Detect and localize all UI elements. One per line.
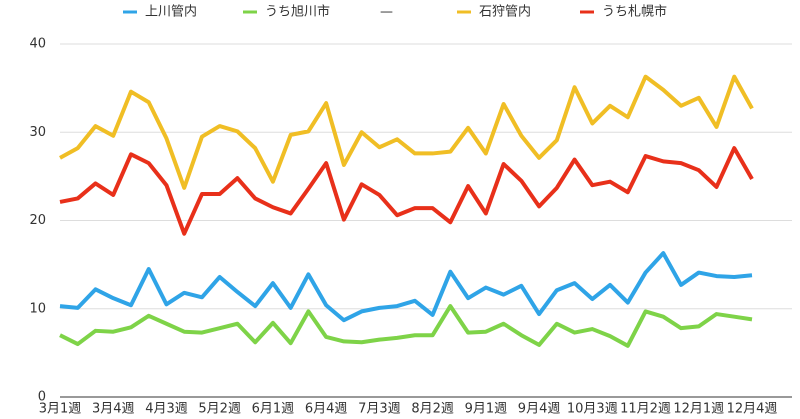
- x-tick-label: 5月2週: [198, 402, 241, 417]
- y-tick-label: 20: [29, 213, 46, 228]
- legend-label: うち札幌市: [602, 4, 667, 20]
- x-tick-label: 11月2週: [620, 402, 671, 417]
- legend-label: 上川管内: [145, 4, 197, 20]
- series-line: [59, 74, 754, 190]
- legend-label: 石狩管内: [479, 4, 531, 20]
- x-tick-label: 6月1週: [252, 402, 295, 417]
- legend-label: うち旭川市: [265, 4, 330, 20]
- legend-label: —: [380, 5, 393, 20]
- y-tick-label: 30: [29, 125, 46, 140]
- x-tick-label: 7月3週: [358, 402, 401, 417]
- x-tick-label: 4月3週: [145, 402, 188, 417]
- x-tick-label: 10月3週: [567, 402, 618, 417]
- x-tick-label: 6月4週: [305, 402, 348, 417]
- y-tick-label: 40: [29, 37, 46, 52]
- x-tick-label: 9月1週: [465, 402, 508, 417]
- x-tick-label: 3月1週: [39, 402, 82, 417]
- series-line: [59, 146, 754, 236]
- x-tick-label: 3月4週: [92, 402, 135, 417]
- y-tick-label: 10: [29, 301, 46, 316]
- series-line: [59, 251, 753, 323]
- x-tick-label: 12月1週: [673, 402, 724, 417]
- x-tick-label: 9月4週: [518, 402, 561, 417]
- series-line: [59, 304, 753, 348]
- x-tick-label: 8月2週: [411, 402, 454, 417]
- x-tick-label: 12月4週: [727, 402, 778, 417]
- y-tick-label: 0: [38, 390, 46, 405]
